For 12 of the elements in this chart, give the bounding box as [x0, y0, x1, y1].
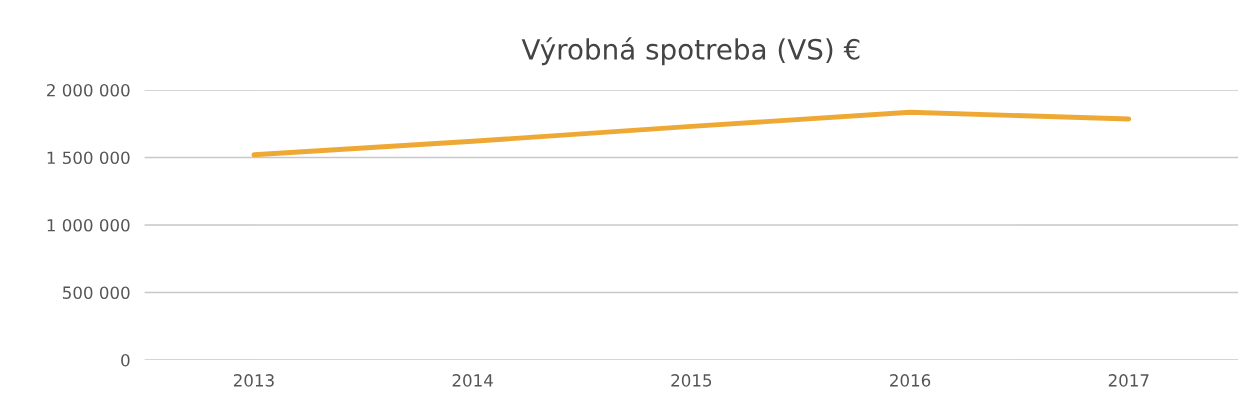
- line-series: [251, 109, 1132, 158]
- chart-title: Výrobná spotreba (VS) €: [521, 37, 860, 66]
- x-tick-label: 2016: [890, 374, 931, 387]
- x-tick-label: 2014: [452, 374, 493, 387]
- x-tick-label: 2015: [671, 374, 712, 387]
- y-tick-label: 0: [121, 353, 130, 367]
- y-tick-label: 500 000: [63, 286, 130, 299]
- y-tick-label: 1 500 000: [47, 151, 130, 165]
- x-tick-label: 2017: [1108, 374, 1149, 387]
- x-tick-label: 2013: [233, 374, 274, 387]
- y-tick-label: 1 000 000: [47, 218, 130, 232]
- y-tick-label: 2 000 000: [47, 83, 130, 97]
